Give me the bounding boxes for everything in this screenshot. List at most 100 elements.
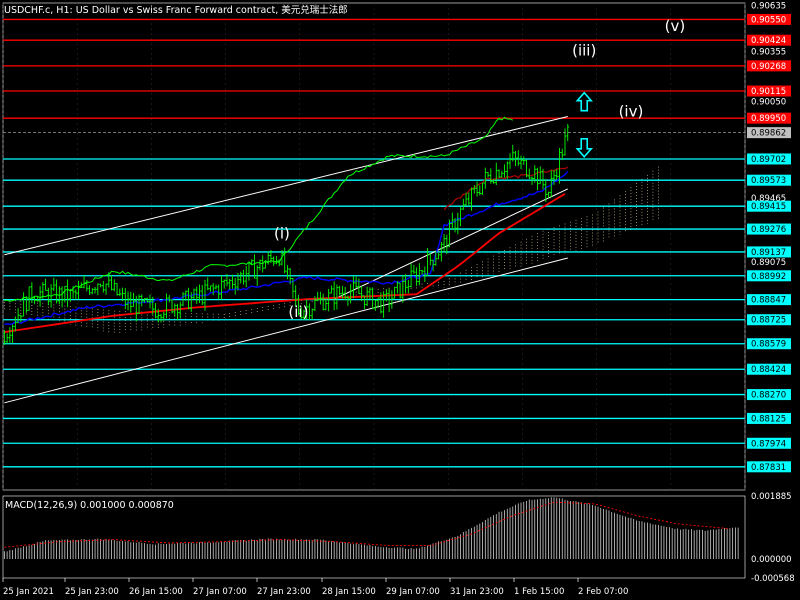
darkred-ma-line (443, 166, 568, 211)
level-price-tag (747, 461, 791, 473)
price-bar (404, 274, 407, 294)
level-price-label: 0.88270 (751, 391, 786, 401)
level-price-tag (747, 112, 791, 124)
wave-label: (iv) (619, 103, 644, 121)
price-bar (544, 178, 548, 202)
price-bar (102, 280, 105, 293)
wave-annotations[interactable]: (i) (ii) (iii) (iv) (v) (274, 17, 685, 321)
price-bar (492, 178, 495, 184)
price-bar (489, 168, 493, 184)
price-bar (258, 259, 262, 271)
price-bar (104, 283, 108, 295)
price-bar (126, 291, 130, 311)
price-bar (8, 327, 12, 343)
wave-label: (v) (665, 17, 686, 35)
price-bar (357, 278, 361, 295)
price-bar (272, 256, 275, 267)
price-bar (91, 288, 94, 295)
price-bar (200, 284, 204, 306)
price-bar (123, 288, 127, 310)
price-bar (129, 291, 133, 313)
price-bar (203, 279, 207, 311)
price-bar (494, 162, 498, 185)
chart-title: USDCHF.c, H1: US Dollar vs Swiss Franc F… (4, 4, 348, 16)
price-bar (398, 282, 402, 299)
level-price-label: 0.87974 (751, 439, 786, 449)
price-bar (49, 284, 53, 308)
price-bar (541, 168, 545, 190)
price-bar (82, 275, 86, 289)
price-bar (445, 234, 449, 255)
price-bar (486, 172, 490, 178)
price-bar (305, 299, 308, 320)
price-bar (178, 301, 182, 319)
price-bar (228, 278, 232, 290)
channel-lower-line (4, 257, 568, 404)
price-bar (266, 251, 270, 265)
price-bar (431, 259, 435, 272)
indicator-series (4, 116, 569, 333)
price-bar (321, 293, 325, 311)
price-bar (299, 306, 303, 320)
grid-layer (2, 2, 746, 579)
price-bar (297, 294, 300, 316)
price-bar (173, 303, 177, 317)
price-bar (181, 292, 185, 307)
price-bar (514, 150, 517, 167)
price-bar (426, 248, 429, 276)
arrow-up-icon (575, 91, 593, 112)
time-tick-label: 2 Feb 07:00 (578, 587, 628, 597)
price-bar (206, 277, 210, 291)
price-bar (225, 273, 229, 287)
price-bar (137, 294, 141, 315)
price-bar (429, 253, 432, 266)
price-bar (96, 283, 100, 295)
price-bar (547, 191, 550, 199)
time-tick-label: 26 Jan 15:00 (129, 587, 183, 597)
price-bar (516, 150, 520, 166)
price-bar (55, 279, 58, 304)
price-bar (440, 242, 443, 262)
level-price-tag (747, 389, 791, 401)
price-bar (77, 280, 80, 300)
price-bar (277, 259, 281, 267)
price-tick-label: 0.90355 (751, 48, 786, 58)
level-price-label: 0.89950 (751, 114, 786, 124)
price-bar (231, 274, 234, 289)
price-bar (549, 170, 553, 198)
level-price-label: 0.90424 (751, 36, 786, 46)
price-bar (423, 266, 427, 282)
price-bar (288, 268, 292, 285)
price-bar (484, 167, 487, 189)
price-bar (538, 166, 542, 185)
price-tick-label: 0.89465 (751, 194, 786, 204)
price-bar (71, 285, 75, 299)
price-bar (407, 279, 410, 294)
level-price-tag (747, 412, 791, 424)
level-lines[interactable] (3, 18, 745, 468)
price-bar (420, 269, 424, 275)
price-bar (187, 287, 190, 310)
price-bar (60, 286, 64, 308)
price-bar (536, 167, 539, 191)
price-bar (401, 275, 405, 303)
price-bar (242, 269, 245, 285)
level-price-label: 0.89573 (751, 176, 786, 186)
price-bar (167, 295, 171, 303)
price-bar (280, 249, 284, 266)
price-bar (505, 161, 509, 180)
blue-ma-line (4, 170, 569, 326)
ichimoku-cloud (3, 166, 659, 334)
price-bar (500, 170, 504, 178)
price-bar (503, 164, 506, 178)
price-bar (93, 286, 97, 294)
level-price-tag (747, 13, 791, 25)
price-bar (412, 265, 416, 274)
price-bar (390, 290, 394, 309)
price-bar (552, 169, 556, 185)
price-bar (453, 218, 457, 233)
price-bar (310, 308, 314, 320)
price-bar (88, 285, 91, 295)
level-price-label: 0.88992 (751, 272, 786, 282)
